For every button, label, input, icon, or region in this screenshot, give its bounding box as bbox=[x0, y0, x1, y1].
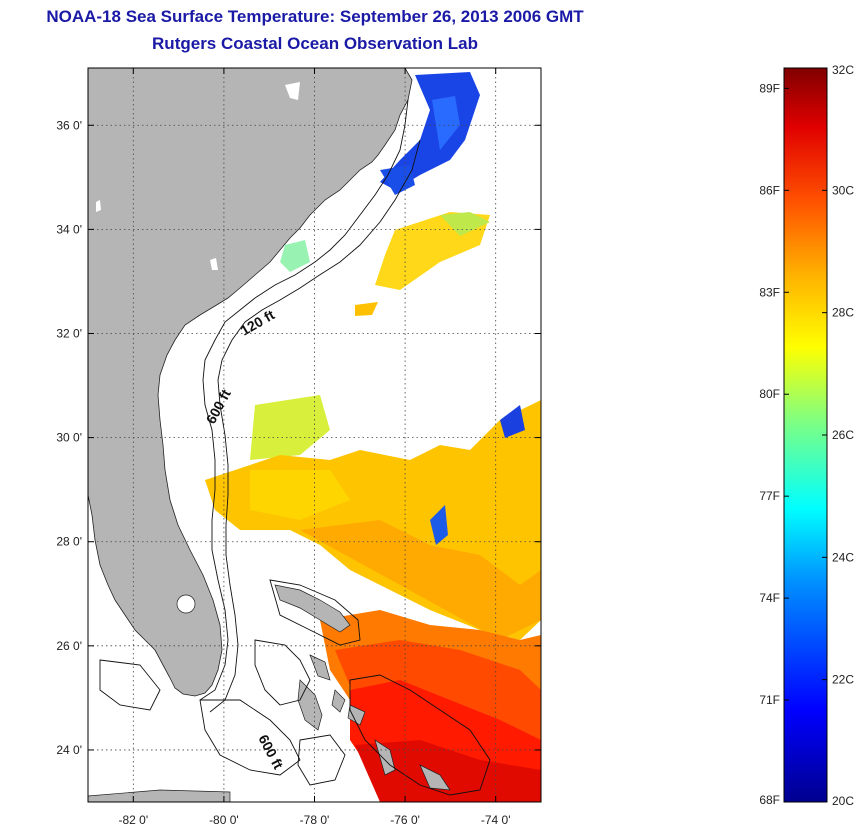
map-area: 120 ft 600 ft 600 ft bbox=[88, 68, 541, 802]
colorbar-f-label: 89F bbox=[759, 81, 780, 95]
map-subtitle: Rutgers Coastal Ocean Observation Lab bbox=[152, 34, 478, 53]
colorbar-f-label: 74F bbox=[759, 591, 780, 605]
colorbar-fahrenheit-labels: 89F 86F 83F 80F 77F 74F 71F 68F bbox=[759, 81, 789, 807]
colorbar-c-label: 26C bbox=[832, 428, 854, 442]
lat-label: 34 0' bbox=[56, 222, 82, 236]
lon-label: -80 0' bbox=[209, 813, 239, 827]
colorbar-f-label: 77F bbox=[759, 489, 780, 503]
colorbar-f-label: 86F bbox=[759, 183, 780, 197]
latitude-axis: 36 0' 34 0' 32 0' 30 0' 28 0' 26 0' 24 0' bbox=[56, 118, 541, 757]
lat-label: 24 0' bbox=[56, 743, 82, 757]
lat-label: 28 0' bbox=[56, 535, 82, 549]
lat-label: 26 0' bbox=[56, 639, 82, 653]
lat-label: 30 0' bbox=[56, 431, 82, 445]
colorbar-celsius-labels: 32C 30C 28C 26C 24C 22C 20C bbox=[822, 63, 854, 808]
lake-okeechobee bbox=[176, 594, 196, 614]
colorbar-c-label: 22C bbox=[832, 673, 854, 687]
lon-label: -74 0' bbox=[481, 813, 511, 827]
colorbar-c-label: 30C bbox=[832, 183, 854, 197]
colorbar-f-label: 71F bbox=[759, 693, 780, 707]
map-grid bbox=[88, 68, 541, 802]
lon-label: -82 0' bbox=[118, 813, 148, 827]
colorbar-f-label: 80F bbox=[759, 387, 780, 401]
lon-label: -78 0' bbox=[300, 813, 330, 827]
lat-label: 36 0' bbox=[56, 118, 82, 132]
colorbar-c-label: 24C bbox=[832, 550, 854, 564]
colorbar-c-label: 28C bbox=[832, 306, 854, 320]
lat-label: 32 0' bbox=[56, 326, 82, 340]
land-mainland bbox=[88, 68, 413, 697]
colorbar bbox=[783, 67, 828, 803]
depth-contours bbox=[99, 99, 491, 796]
colorbar-c-label: 32C bbox=[832, 63, 854, 77]
lon-label: -76 0' bbox=[390, 813, 420, 827]
colorbar-f-label: 83F bbox=[759, 285, 780, 299]
colorbar-f-label: 68F bbox=[759, 793, 780, 807]
longitude-axis: -82 0' -80 0' -78 0' -76 0' -74 0' bbox=[118, 68, 511, 827]
colorbar-c-label: 20C bbox=[832, 794, 854, 808]
map-title: NOAA-18 Sea Surface Temperature: Septemb… bbox=[46, 7, 584, 26]
